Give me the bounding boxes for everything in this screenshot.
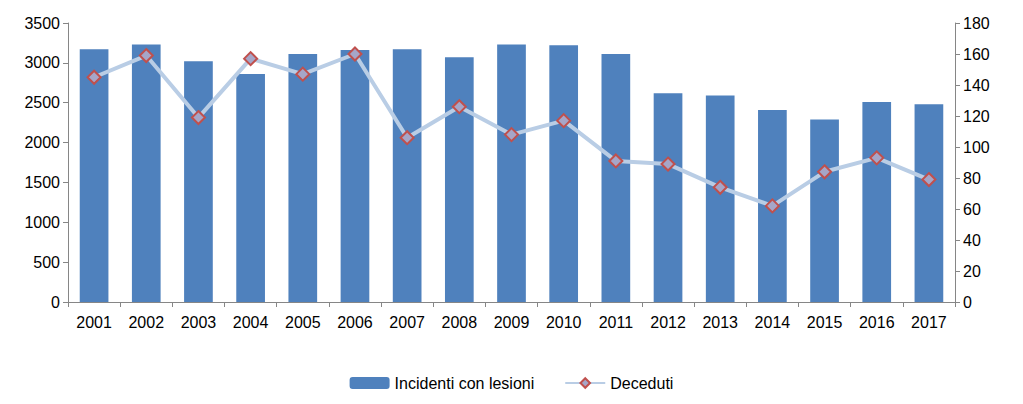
svg-text:40: 40	[963, 232, 981, 249]
svg-text:2007: 2007	[389, 314, 425, 331]
svg-text:2015: 2015	[807, 314, 843, 331]
svg-text:2009: 2009	[494, 314, 530, 331]
svg-text:2006: 2006	[337, 314, 373, 331]
svg-text:2003: 2003	[181, 314, 217, 331]
svg-text:2008: 2008	[442, 314, 478, 331]
svg-text:2010: 2010	[546, 314, 582, 331]
svg-text:2005: 2005	[285, 314, 321, 331]
svg-text:100: 100	[963, 139, 990, 156]
svg-text:140: 140	[963, 77, 990, 94]
svg-text:2002: 2002	[128, 314, 164, 331]
svg-text:2014: 2014	[755, 314, 791, 331]
svg-text:2000: 2000	[24, 134, 60, 151]
svg-text:2016: 2016	[859, 314, 895, 331]
svg-text:500: 500	[33, 254, 60, 271]
svg-text:160: 160	[963, 46, 990, 63]
svg-text:1000: 1000	[24, 214, 60, 231]
svg-text:Incidenti con lesioni: Incidenti con lesioni	[395, 375, 535, 392]
svg-text:60: 60	[963, 201, 981, 218]
svg-text:80: 80	[963, 170, 981, 187]
svg-text:120: 120	[963, 108, 990, 125]
svg-text:180: 180	[963, 15, 990, 32]
svg-text:2011: 2011	[599, 314, 634, 331]
svg-text:20: 20	[963, 263, 981, 280]
svg-text:2013: 2013	[702, 314, 738, 331]
svg-text:1500: 1500	[24, 174, 60, 191]
svg-text:3500: 3500	[24, 15, 60, 32]
svg-text:0: 0	[51, 294, 60, 311]
svg-text:Deceduti: Deceduti	[610, 375, 673, 392]
svg-text:2001: 2001	[76, 314, 112, 331]
svg-text:0: 0	[963, 294, 972, 311]
svg-text:2017: 2017	[911, 314, 947, 331]
svg-text:3000: 3000	[24, 54, 60, 71]
svg-text:2012: 2012	[650, 314, 686, 331]
svg-text:2004: 2004	[233, 314, 269, 331]
svg-text:2500: 2500	[24, 94, 60, 111]
